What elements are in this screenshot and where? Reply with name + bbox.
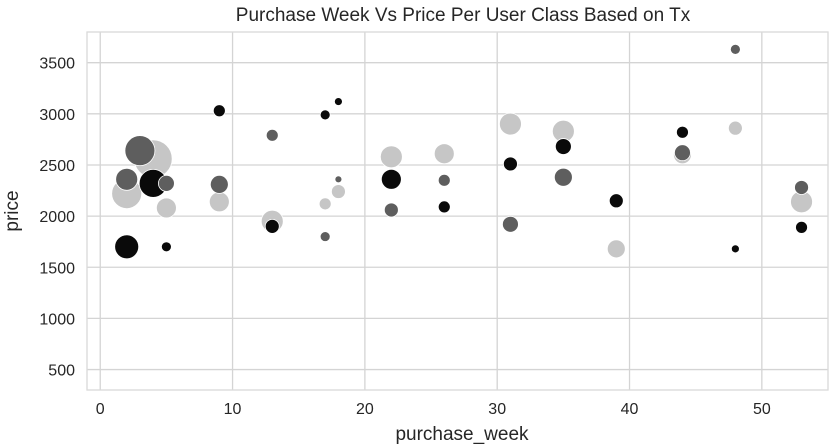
y-tick-label-3500: 3500 <box>39 56 75 73</box>
data-point-18 <box>334 97 343 106</box>
y-tick-label-2000: 2000 <box>39 209 75 226</box>
data-point-16 <box>318 197 332 211</box>
y-axis-label: price <box>2 190 23 231</box>
grid-lines <box>87 32 828 390</box>
plot-area-frame <box>86 31 829 391</box>
data-point-7 <box>155 197 177 219</box>
y-tick-label-2500: 2500 <box>39 158 75 175</box>
y-tick-label-3000: 3000 <box>39 107 75 124</box>
y-tick-labels: 500 1000 1500 2000 2500 3000 3500 <box>39 56 75 380</box>
data-point-34 <box>606 239 626 259</box>
data-point-23 <box>383 202 399 218</box>
data-point-0 <box>114 234 140 260</box>
data-point-14 <box>264 218 280 234</box>
y-tick-label-1000: 1000 <box>39 311 75 328</box>
data-point-36 <box>674 144 691 162</box>
data-point-20 <box>331 184 346 199</box>
data-point-19 <box>334 175 343 184</box>
data-point-17 <box>319 231 331 242</box>
data-point-27 <box>499 112 522 136</box>
data-point-6 <box>157 174 175 192</box>
data-point-32 <box>553 167 573 187</box>
x-tick-label-0: 0 <box>96 401 105 418</box>
x-axis-label: purchase_week <box>395 424 529 445</box>
data-point-9 <box>212 104 226 118</box>
data-point-38 <box>729 43 741 55</box>
x-tick-label-10: 10 <box>224 401 242 418</box>
data-point-25 <box>437 173 451 187</box>
data-point-43 <box>795 220 808 234</box>
data-point-22 <box>380 168 402 190</box>
x-tick-label-40: 40 <box>621 401 639 418</box>
data-point-24 <box>433 143 455 165</box>
x-tick-label-50: 50 <box>753 401 771 418</box>
data-point-31 <box>554 138 572 155</box>
data-point-11 <box>208 191 230 213</box>
data-point-10 <box>209 175 229 194</box>
data-point-39 <box>727 120 743 136</box>
data-point-40 <box>730 244 740 254</box>
data-point-15 <box>319 109 331 121</box>
data-point-33 <box>608 193 624 209</box>
y-tick-label-500: 500 <box>48 363 75 380</box>
data-point-29 <box>502 215 519 233</box>
data-point-26 <box>437 200 451 214</box>
data-point-41 <box>794 180 809 195</box>
data-points <box>111 43 813 260</box>
x-tick-label-30: 30 <box>488 401 506 418</box>
y-tick-label-1500: 1500 <box>39 260 75 277</box>
x-tick-labels: 0 10 20 30 40 50 <box>96 401 771 418</box>
data-point-28 <box>503 156 518 172</box>
data-point-3 <box>124 135 156 167</box>
data-point-2 <box>115 167 139 191</box>
data-point-8 <box>160 241 172 253</box>
chart-title: Purchase Week Vs Price Per User Class Ba… <box>236 5 691 26</box>
data-point-35 <box>676 125 689 139</box>
data-point-21 <box>379 145 403 169</box>
data-point-12 <box>265 128 279 142</box>
x-tick-label-20: 20 <box>356 401 374 418</box>
